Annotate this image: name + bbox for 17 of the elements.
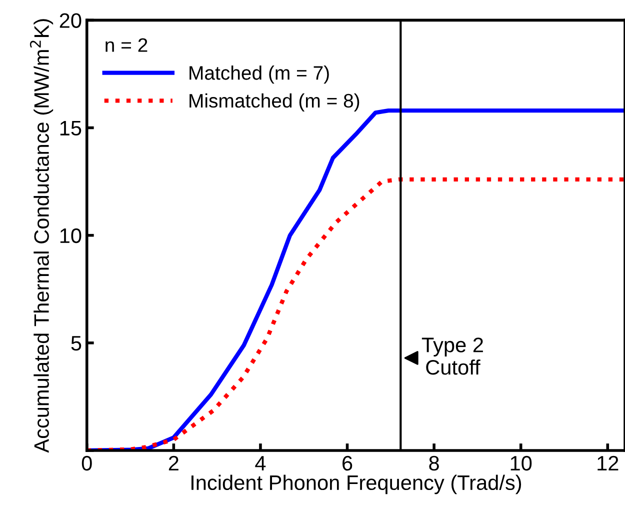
x-tick-label: 6 bbox=[342, 456, 352, 471]
legend-label: Matched (m = 7) bbox=[190, 66, 329, 84]
x-axis-title: Incident Phonon Frequency (Trad/s) bbox=[192, 474, 522, 494]
x-tick-label: 10 bbox=[510, 456, 532, 471]
y-tick-label: 5 bbox=[71, 336, 82, 351]
y-tick-label: 10 bbox=[60, 228, 82, 244]
legend-title: n = 2 bbox=[106, 38, 148, 52]
x-tick-label: 4 bbox=[255, 456, 266, 470]
annotation: Type 2 Cutoff bbox=[422, 338, 483, 375]
y-tick-label: 15 bbox=[60, 120, 82, 136]
legend-label: Mismatched (m = 8) bbox=[190, 93, 360, 112]
x-tick-label: 0 bbox=[82, 456, 92, 471]
x-tick-label: 12 bbox=[598, 456, 618, 470]
x-tick-label: 8 bbox=[429, 456, 439, 471]
y-tick-label: 20 bbox=[60, 13, 82, 28]
y-axis-title: Accumulated Thermal Conductance (MW/m$^{2}$K) bbox=[30, 19, 54, 453]
x-tick-label: 2 bbox=[168, 456, 178, 470]
